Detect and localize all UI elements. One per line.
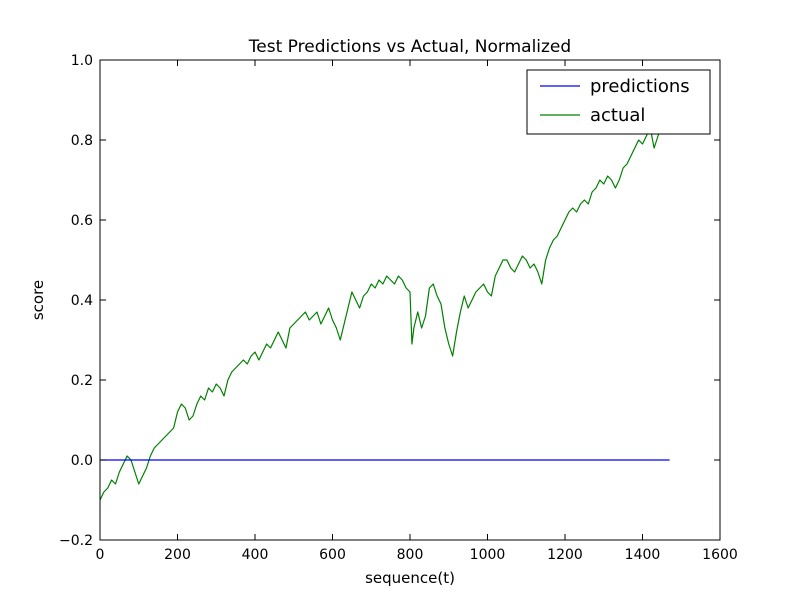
chart-title: Test Predictions vs Actual, Normalized <box>248 37 571 57</box>
y-tick-label: 0.6 <box>71 213 93 229</box>
legend-label-predictions: predictions <box>590 76 690 97</box>
x-tick-label: 1000 <box>470 547 506 563</box>
series-line-actual <box>100 115 671 501</box>
y-tick-label: 0.4 <box>71 293 93 309</box>
x-axis-label: sequence(t) <box>365 569 455 587</box>
y-tick-label: 0.0 <box>71 453 93 469</box>
x-tick-label: 1400 <box>625 547 661 563</box>
series-layer <box>100 115 671 501</box>
legend-label-actual: actual <box>590 105 645 126</box>
x-tick-label: 600 <box>319 547 346 563</box>
y-tick-label: 0.8 <box>71 133 93 149</box>
x-tick-label: 800 <box>397 547 424 563</box>
x-tick-label: 200 <box>164 547 191 563</box>
y-tick-label: 1.0 <box>71 53 93 69</box>
legend: predictions actual <box>526 69 711 135</box>
x-axis: 0 200 400 600 800 1000 1200 1400 1600 <box>96 60 738 563</box>
x-tick-label: 0 <box>96 547 105 563</box>
x-tick-label: 400 <box>242 547 269 563</box>
legend-frame <box>526 69 711 135</box>
y-axis: −0.2 0.0 0.2 0.4 0.6 0.8 1.0 <box>59 53 720 549</box>
y-tick-label: 0.2 <box>71 373 93 389</box>
x-tick-label: 1200 <box>547 547 583 563</box>
y-tick-label: −0.2 <box>59 533 93 549</box>
x-tick-label: 1600 <box>702 547 738 563</box>
y-axis-label: score <box>29 280 47 320</box>
